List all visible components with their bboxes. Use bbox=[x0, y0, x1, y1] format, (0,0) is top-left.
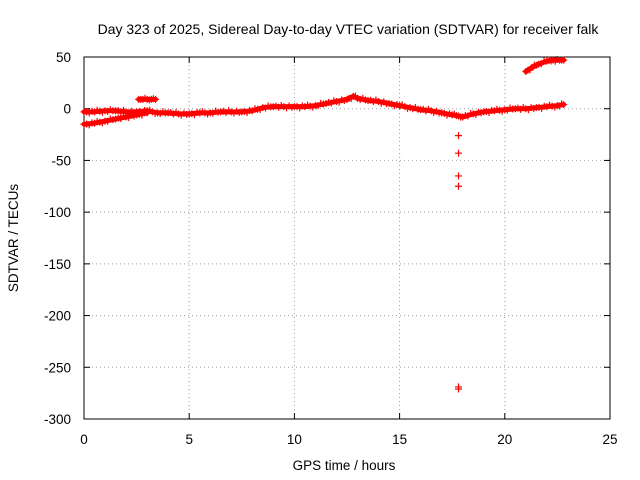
tick-label-layer: 50 0 -50 -100 -150 -200 -250 -300 0 5 10 15 20 25 bbox=[44, 50, 618, 447]
data-point bbox=[467, 109, 475, 117]
data-point bbox=[193, 109, 201, 117]
data-point bbox=[246, 106, 254, 114]
y-tick-label: -50 bbox=[51, 153, 71, 168]
data-point bbox=[288, 103, 296, 111]
y-tick-label: -150 bbox=[44, 257, 71, 272]
data-point bbox=[98, 108, 106, 116]
data-point bbox=[425, 105, 433, 113]
data-point bbox=[204, 110, 212, 118]
data-point bbox=[477, 109, 485, 117]
x-tick-label: 10 bbox=[287, 432, 302, 447]
outlier-point bbox=[455, 385, 463, 393]
data-point bbox=[119, 106, 127, 114]
y-tick-label: 0 bbox=[63, 102, 71, 117]
chart-title: Day 323 of 2025, Sidereal Day-to-day VTE… bbox=[98, 21, 600, 37]
outlier-point bbox=[455, 172, 463, 180]
data-point bbox=[457, 113, 465, 121]
data-point bbox=[519, 104, 527, 112]
data-point bbox=[532, 61, 540, 69]
series-band-c bbox=[135, 94, 160, 104]
data-point bbox=[551, 103, 559, 111]
data-point bbox=[530, 105, 538, 113]
data-point bbox=[452, 112, 460, 120]
y-tick-label: -200 bbox=[44, 309, 71, 324]
data-point bbox=[372, 96, 380, 104]
x-tick-label: 15 bbox=[392, 432, 407, 447]
data-point bbox=[540, 102, 548, 110]
data-point bbox=[235, 108, 243, 116]
series-band-a bbox=[80, 92, 568, 121]
y-tick-label: -100 bbox=[44, 205, 71, 220]
data-point bbox=[141, 94, 149, 102]
x-tick-label: 5 bbox=[185, 432, 193, 447]
data-point bbox=[558, 56, 566, 64]
x-axis-label: GPS time / hours bbox=[293, 458, 396, 473]
y-tick-label: 50 bbox=[56, 50, 71, 65]
data-point bbox=[509, 105, 517, 113]
data-point bbox=[319, 100, 327, 108]
data-point bbox=[309, 103, 317, 111]
series-outliers bbox=[455, 132, 463, 393]
data-point bbox=[109, 116, 117, 124]
data-point bbox=[172, 108, 180, 116]
data-point bbox=[267, 103, 275, 111]
x-tick-label: 0 bbox=[80, 432, 88, 447]
y-tick-label: -250 bbox=[44, 360, 71, 375]
data-point bbox=[88, 119, 96, 127]
outlier-point bbox=[455, 149, 463, 157]
x-tick-label: 25 bbox=[602, 432, 617, 447]
plot-area-frame bbox=[83, 56, 611, 420]
data-point bbox=[256, 106, 264, 114]
data-point bbox=[351, 92, 359, 100]
data-point bbox=[98, 119, 106, 127]
data-point bbox=[498, 107, 506, 115]
data-point bbox=[130, 112, 138, 120]
data-point bbox=[558, 100, 566, 108]
data-point bbox=[330, 97, 338, 105]
outlier-point bbox=[455, 182, 463, 190]
series-band-d bbox=[522, 56, 568, 75]
data-point bbox=[214, 108, 222, 116]
x-tick-label: 20 bbox=[497, 432, 512, 447]
data-point bbox=[145, 96, 153, 104]
data-point bbox=[340, 97, 348, 105]
y-axis-label: SDTVAR / TECUs bbox=[6, 184, 21, 293]
data-layer bbox=[80, 56, 568, 393]
data-point bbox=[119, 112, 127, 120]
data-point bbox=[277, 101, 285, 109]
outlier-point bbox=[455, 132, 463, 140]
data-point bbox=[526, 66, 534, 74]
data-point bbox=[298, 102, 306, 110]
data-point bbox=[225, 107, 233, 115]
tick-layer bbox=[83, 56, 611, 420]
data-point bbox=[183, 110, 191, 118]
data-point bbox=[149, 95, 157, 103]
data-point bbox=[488, 106, 496, 114]
y-tick-label: -300 bbox=[44, 412, 71, 427]
series-band-b bbox=[80, 109, 151, 129]
data-point bbox=[137, 95, 145, 103]
data-point bbox=[347, 95, 355, 103]
data-point bbox=[540, 57, 548, 65]
data-point bbox=[88, 107, 96, 115]
data-point bbox=[140, 109, 148, 117]
